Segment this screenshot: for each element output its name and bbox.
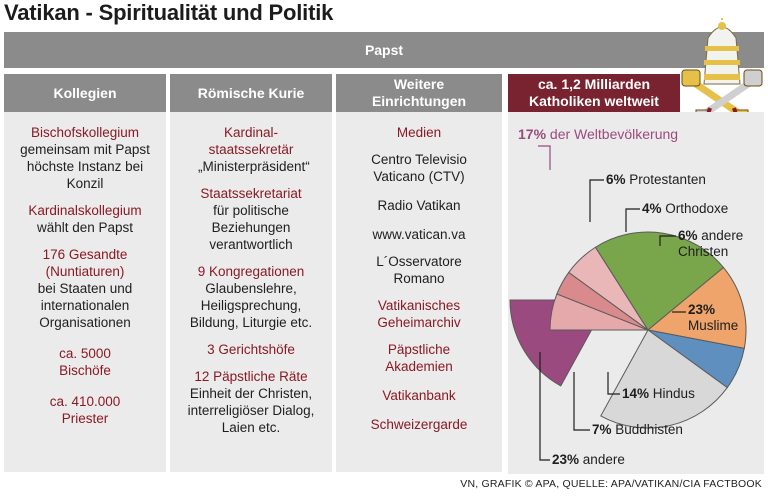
- label-pct: 7%: [592, 422, 612, 437]
- pie-slice-muslime: [594, 231, 725, 331]
- list-item: 12 Päpstliche Räte Einheit der Christen,…: [170, 368, 332, 436]
- list-item: Staatssekretariat für politische Beziehu…: [170, 185, 332, 253]
- item-title: ca. 5000 Bischöfe: [59, 346, 111, 378]
- label-text: Protestanten: [629, 172, 706, 187]
- header-einrichtungen-label: Weitere Einrichtungen: [371, 76, 467, 109]
- list-item: Medien: [396, 125, 442, 140]
- list-item: Vatikanisches Geheimarchiv: [377, 298, 461, 330]
- item-text: wählt den Papst: [36, 220, 134, 235]
- label-pct: 4%: [642, 201, 662, 216]
- header-kollegien: Kollegien: [4, 74, 166, 112]
- item-title: 176 Gesandte (Nuntiaturen): [42, 247, 128, 279]
- label-text: andere: [582, 452, 625, 467]
- headline-pct: 17%: [518, 126, 547, 142]
- list-item: L´Osservatore Romano: [376, 254, 462, 286]
- header-kollegien-label: Kollegien: [53, 84, 117, 101]
- label-pct: 23%: [552, 452, 580, 467]
- pie-headline: 17% der Weltbevölkerung: [518, 126, 678, 142]
- item-title: ca. 410.000 Priester: [49, 394, 121, 426]
- header-kurie: Römische Kurie: [170, 74, 332, 112]
- list-item: Päpstliche Akademien: [385, 342, 453, 374]
- label-orthodoxe: 4% Orthodoxe: [642, 201, 728, 217]
- headline-text: der Weltbevölkerung: [549, 126, 679, 142]
- header-kurie-label: Römische Kurie: [197, 84, 305, 101]
- column-kollegien: Bischofskollegium gemeinsam mit Papst hö…: [4, 112, 166, 472]
- label-pct: 6%: [606, 172, 626, 187]
- list-item: Bischofskollegium gemeinsam mit Papst hö…: [4, 124, 166, 192]
- item-text: Einheit der Christen, interreligiöser Di…: [187, 386, 315, 435]
- column-einrichtungen: Medien Centro Televisio Vaticano (CTV) R…: [336, 112, 502, 472]
- item-title: 9 Kongregationen: [197, 264, 305, 279]
- religion-pie-chart: [509, 231, 747, 429]
- item-text: für politische Beziehungen verantwortlic…: [209, 203, 293, 252]
- header-katholiken: ca. 1,2 Milliarden Katholiken weltweit: [508, 74, 680, 112]
- list-item: www.vatican.va: [372, 227, 466, 242]
- column-kurie: Kardinal-staatssekretär „Ministerpräside…: [170, 112, 332, 472]
- pie-slice-andere: [600, 329, 728, 429]
- item-text: bei Staaten und internationalen Organisa…: [37, 281, 133, 330]
- list-item: Kardinal-staatssekretär „Ministerpräside…: [170, 124, 332, 175]
- label-buddhisten: 7% Buddhisten: [592, 422, 683, 438]
- label-hindus: 14% Hindus: [622, 386, 695, 402]
- label-andere: 23% andere: [552, 452, 625, 468]
- label-text: Buddhisten: [615, 422, 683, 437]
- label-text: Hindus: [652, 386, 695, 401]
- label-pct: 23%: [688, 302, 716, 317]
- list-item: 176 Gesandte (Nuntiaturen) bei Staaten u…: [4, 246, 166, 331]
- pie-slice-hindus: [646, 266, 747, 349]
- page-title: Vatikan - Spiritualität und Politik: [4, 0, 334, 25]
- item-title: Staatssekretariat: [200, 186, 302, 201]
- list-item: Kardinalskollegium wählt den Papst: [4, 202, 166, 236]
- label-pct: 14%: [622, 386, 650, 401]
- label-pct: 6%: [678, 228, 698, 243]
- item-text: „Ministerpräsident“: [198, 159, 310, 174]
- header-katholiken-label: ca. 1,2 Milliarden Katholiken weltweit: [529, 76, 659, 109]
- label-text: andere Christen: [678, 228, 744, 259]
- item-title: Kardinal-staatssekretär: [208, 125, 294, 157]
- label-protestanten: 6% Protestanten: [606, 172, 706, 188]
- item-text: Glaubenslehre, Heiligsprechung, Bildung,…: [189, 281, 313, 330]
- list-item: Centro Televisio Vaticano (CTV): [371, 152, 467, 184]
- papst-header: Papst: [4, 32, 764, 68]
- label-text: Orthodoxe: [665, 201, 729, 216]
- item-title: Kardinalskollegium: [28, 203, 142, 218]
- list-item: 9 Kongregationen Glaubenslehre, Heiligsp…: [170, 263, 332, 331]
- list-item: Radio Vatikan: [377, 198, 461, 213]
- label-andere-christen: 6% andere Christen: [678, 228, 758, 260]
- list-item: ca. 410.000 Priester: [4, 393, 166, 427]
- source-footer: VN, GRAFIK © APA, QUELLE: APA/VATIKAN/CI…: [460, 478, 762, 490]
- item-text: gemeinsam mit Papst höchste Instanz bei …: [20, 142, 150, 191]
- label-text: Muslime: [688, 318, 739, 333]
- list-item: Schweizergarde: [370, 417, 468, 432]
- list-item: Vatikanbank: [382, 388, 456, 403]
- list-item: ca. 5000 Bischöfe: [4, 345, 166, 379]
- header-einrichtungen: Weitere Einrichtungen: [336, 74, 502, 112]
- papst-label: Papst: [364, 42, 404, 58]
- item-title: Bischofskollegium: [30, 125, 140, 140]
- list-item: 3 Gerichtshöfe: [170, 341, 332, 358]
- label-muslime: 23% Muslime: [688, 302, 758, 334]
- item-title: 12 Päpstliche Räte: [194, 369, 308, 384]
- item-title: 3 Gerichtshöfe: [207, 342, 295, 357]
